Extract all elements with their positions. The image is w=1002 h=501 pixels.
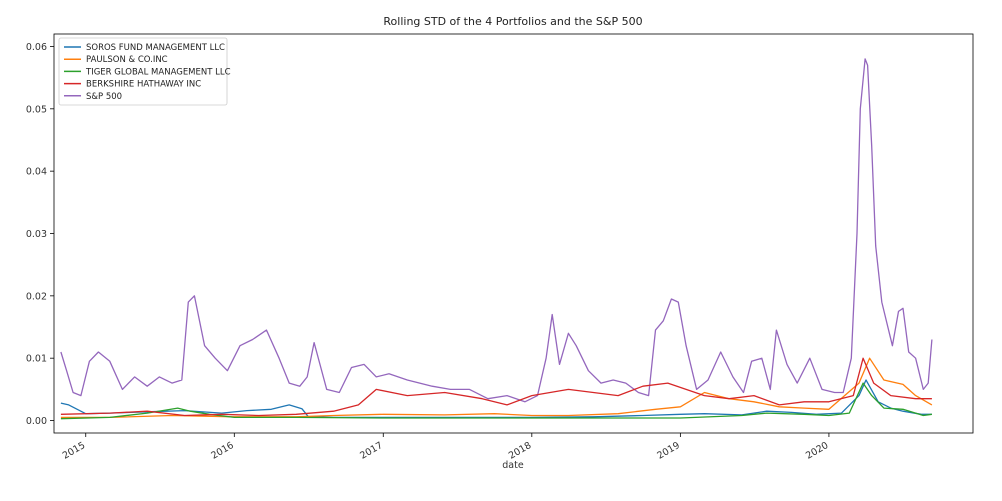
x-tick-label: 2019: [655, 440, 681, 462]
x-axis: 2015 2016 2017 2018 2019 2020: [61, 433, 830, 462]
x-tick-label: 2015: [61, 440, 87, 462]
series-line-1: [60, 357, 933, 419]
legend-label: BERKSHIRE HATHAWAY INC: [86, 80, 201, 90]
legend-label: SOROS FUND MANAGEMENT LLC: [86, 43, 225, 53]
y-tick-label: 0.03: [26, 229, 47, 240]
series-line-4: [60, 58, 933, 403]
chart-title: Rolling STD of the 4 Portfolios and the …: [383, 15, 642, 28]
x-tick-label: 2020: [804, 440, 830, 462]
series-layer: [60, 58, 933, 420]
y-tick-label: 0.05: [26, 104, 47, 115]
x-tick-label: 2017: [358, 440, 384, 462]
y-tick-label: 0.06: [26, 42, 47, 53]
legend-label: S&P 500: [86, 92, 122, 102]
y-tick-label: 0.02: [26, 291, 47, 302]
y-tick-label: 0.04: [26, 167, 47, 178]
x-tick-label: 2016: [209, 440, 235, 462]
series-line-2: [60, 382, 932, 420]
legend-label: PAULSON & CO.INC: [86, 55, 168, 65]
x-axis-label: date: [502, 460, 524, 471]
y-tick-label: 0.01: [26, 354, 47, 365]
legend-label: TIGER GLOBAL MANAGEMENT LLC: [85, 67, 231, 77]
x-tick-label: 2018: [507, 440, 533, 462]
series-line-3: [60, 357, 932, 417]
legend-box: [58, 37, 228, 106]
legend: SOROS FUND MANAGEMENT LLC PAULSON & CO.IN…: [58, 37, 231, 106]
y-tick-label: 0.00: [26, 416, 47, 427]
y-axis: 0.00 0.01 0.02 0.03 0.04 0.05 0.06: [26, 42, 54, 427]
